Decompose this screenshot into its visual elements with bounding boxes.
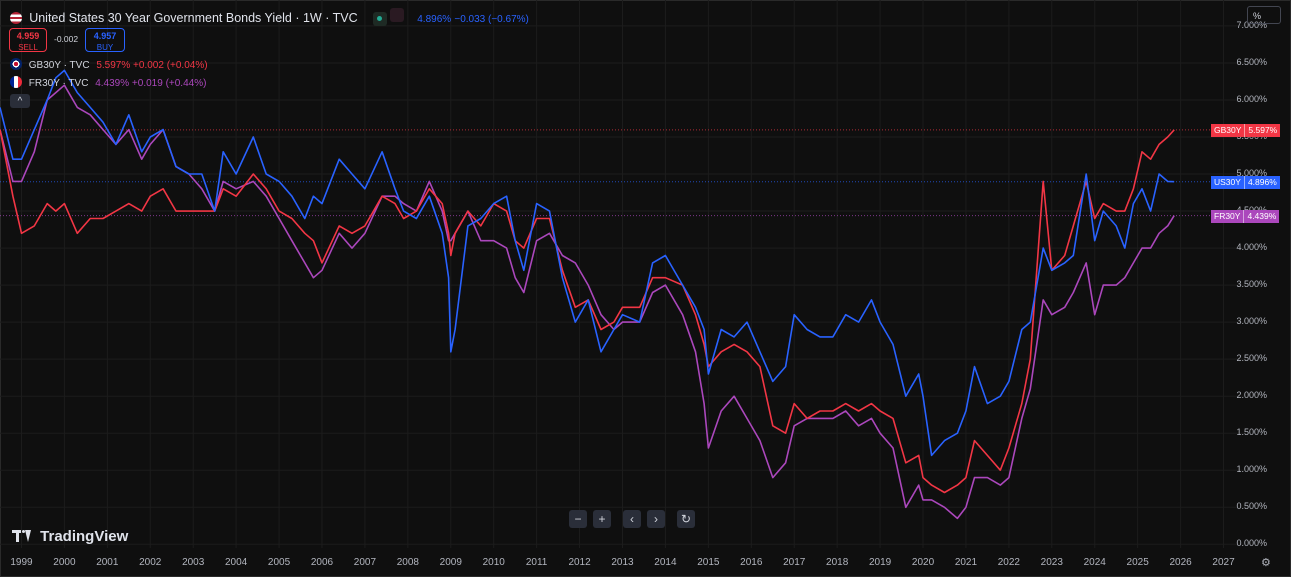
- percent-scale-button[interactable]: %: [1247, 6, 1281, 24]
- brand-name: TradingView: [40, 528, 129, 545]
- y-tick-label: 0.500%: [1236, 501, 1267, 512]
- y-tick-label: 3.500%: [1236, 279, 1267, 290]
- x-tick-label: 2014: [654, 557, 677, 568]
- y-tick-label: 3.000%: [1236, 316, 1267, 327]
- market-status-icon: [372, 12, 387, 26]
- x-tick-label: 2018: [826, 557, 849, 568]
- buy-label: BUY: [96, 43, 114, 52]
- price-tag-value: 4.896%: [1243, 175, 1280, 189]
- y-tick-label: 5.000%: [1236, 168, 1267, 179]
- x-tick-label: 2012: [568, 557, 591, 568]
- tradingview-logo-icon: [12, 530, 32, 542]
- y-tick-label: 1.000%: [1236, 464, 1267, 475]
- y-tick-label: 2.000%: [1236, 390, 1267, 401]
- x-tick-label: 2026: [1169, 557, 1192, 568]
- main-value: 4.896%: [417, 14, 452, 25]
- france-flag-icon: [10, 76, 22, 88]
- scroll-left-button[interactable]: ‹: [623, 510, 641, 528]
- symbol-title[interactable]: United States 30 Year Government Bonds Y…: [29, 11, 358, 25]
- sell-button[interactable]: 4.959 SELL: [9, 28, 47, 52]
- legend-gb30y-name: GB30Y · TVC: [28, 60, 90, 71]
- wave-icon: [390, 8, 405, 22]
- zoom-in-button[interactable]: +: [593, 510, 611, 528]
- x-tick-label: 2013: [611, 557, 634, 568]
- x-tick-label: 2022: [997, 557, 1020, 568]
- spread-value: -0.002: [54, 34, 79, 44]
- x-tick-label: 2021: [954, 557, 978, 568]
- x-tick-label: 2011: [525, 557, 548, 568]
- sell-price: 4.959: [16, 31, 40, 41]
- x-tick-label: 2027: [1212, 557, 1235, 568]
- x-tick-label: 2023: [1040, 557, 1063, 568]
- chart-header: United States 30 Year Government Bonds Y…: [10, 8, 529, 26]
- x-tick-label: 2004: [224, 557, 248, 568]
- y-tick-label: 0.000%: [1236, 538, 1267, 549]
- scroll-right-button[interactable]: ›: [647, 510, 665, 528]
- price-tag-label: FR30Y: [1214, 210, 1241, 221]
- legend-fr30y-name: FR30Y · TVC: [28, 78, 89, 89]
- series-line-us30y: [0, 69, 1175, 457]
- y-tick-label: 1.500%: [1236, 427, 1267, 438]
- x-tick-label: 2025: [1126, 557, 1149, 568]
- legend-fr30y-value: 4.439%: [95, 78, 130, 89]
- x-tick-label: 2000: [53, 557, 76, 568]
- zoom-out-button[interactable]: −: [569, 510, 587, 528]
- legend-fr30y[interactable]: FR30Y · TVC 4.439% +0.019 (+0.44%): [10, 76, 206, 89]
- x-tick-label: 2020: [911, 557, 935, 568]
- legend-gb30y-change: +0.002 (+0.04%): [133, 60, 208, 71]
- legend-fr30y-change: +0.019 (+0.44%): [131, 78, 207, 89]
- y-tick-label: 6.000%: [1236, 93, 1267, 104]
- price-tag-us30y: US30Y 4.896%: [1211, 175, 1280, 189]
- x-tick-label: 2017: [783, 557, 806, 568]
- x-tick-label: 2006: [310, 557, 334, 568]
- y-tick-label: 2.500%: [1236, 353, 1267, 364]
- collapse-legend-button[interactable]: ^: [10, 94, 30, 108]
- x-tick-label: 2003: [182, 557, 205, 568]
- x-tick-label: 2005: [267, 557, 291, 568]
- x-tick-label: 2024: [1083, 557, 1106, 568]
- main-change: −0.033 (−0.67%): [454, 14, 529, 25]
- legend-gb30y-value: 5.597%: [96, 60, 131, 71]
- x-tick-label: 2009: [439, 557, 462, 568]
- y-tick-label: 7.000%: [1236, 19, 1267, 30]
- x-tick-label: 2001: [96, 557, 119, 568]
- x-tick-label: 2019: [868, 557, 892, 568]
- series-line-gb30y: [0, 129, 1175, 494]
- y-tick-label: 6.500%: [1236, 56, 1267, 67]
- x-tick-label: 2002: [139, 557, 162, 568]
- legend-gb30y[interactable]: GB30Y · TVC 5.597% +0.002 (+0.04%): [10, 58, 208, 71]
- buy-button[interactable]: 4.957 BUY: [85, 28, 125, 52]
- price-tag-value: 4.439%: [1243, 209, 1279, 223]
- y-tick-label: 4.000%: [1236, 242, 1267, 253]
- tradingview-logo[interactable]: TradingView: [12, 528, 128, 545]
- us-flag-icon: [10, 12, 22, 24]
- price-tag-label: US30Y: [1214, 176, 1241, 187]
- price-tag-fr30y: FR30Y 4.439%: [1211, 209, 1280, 223]
- buy-price: 4.957: [93, 31, 117, 41]
- x-tick-label: 2007: [353, 557, 377, 568]
- x-tick-label: 2015: [697, 557, 720, 568]
- x-tick-label: 1999: [10, 557, 33, 568]
- price-tag-gb30y: GB30Y 5.597%: [1211, 123, 1281, 137]
- price-tag-value: 5.597%: [1244, 123, 1280, 137]
- price-tag-label: GB30Y: [1214, 124, 1242, 135]
- settings-gear-icon[interactable]: ⚙: [1261, 557, 1271, 569]
- reset-chart-button[interactable]: ↻: [677, 510, 695, 528]
- x-tick-label: 2016: [740, 557, 763, 568]
- x-tick-label: 2010: [482, 557, 505, 568]
- uk-flag-icon: [10, 58, 22, 70]
- sell-label: SELL: [18, 43, 38, 52]
- x-tick-label: 2008: [396, 557, 419, 568]
- series-line-fr30y: [0, 84, 1175, 520]
